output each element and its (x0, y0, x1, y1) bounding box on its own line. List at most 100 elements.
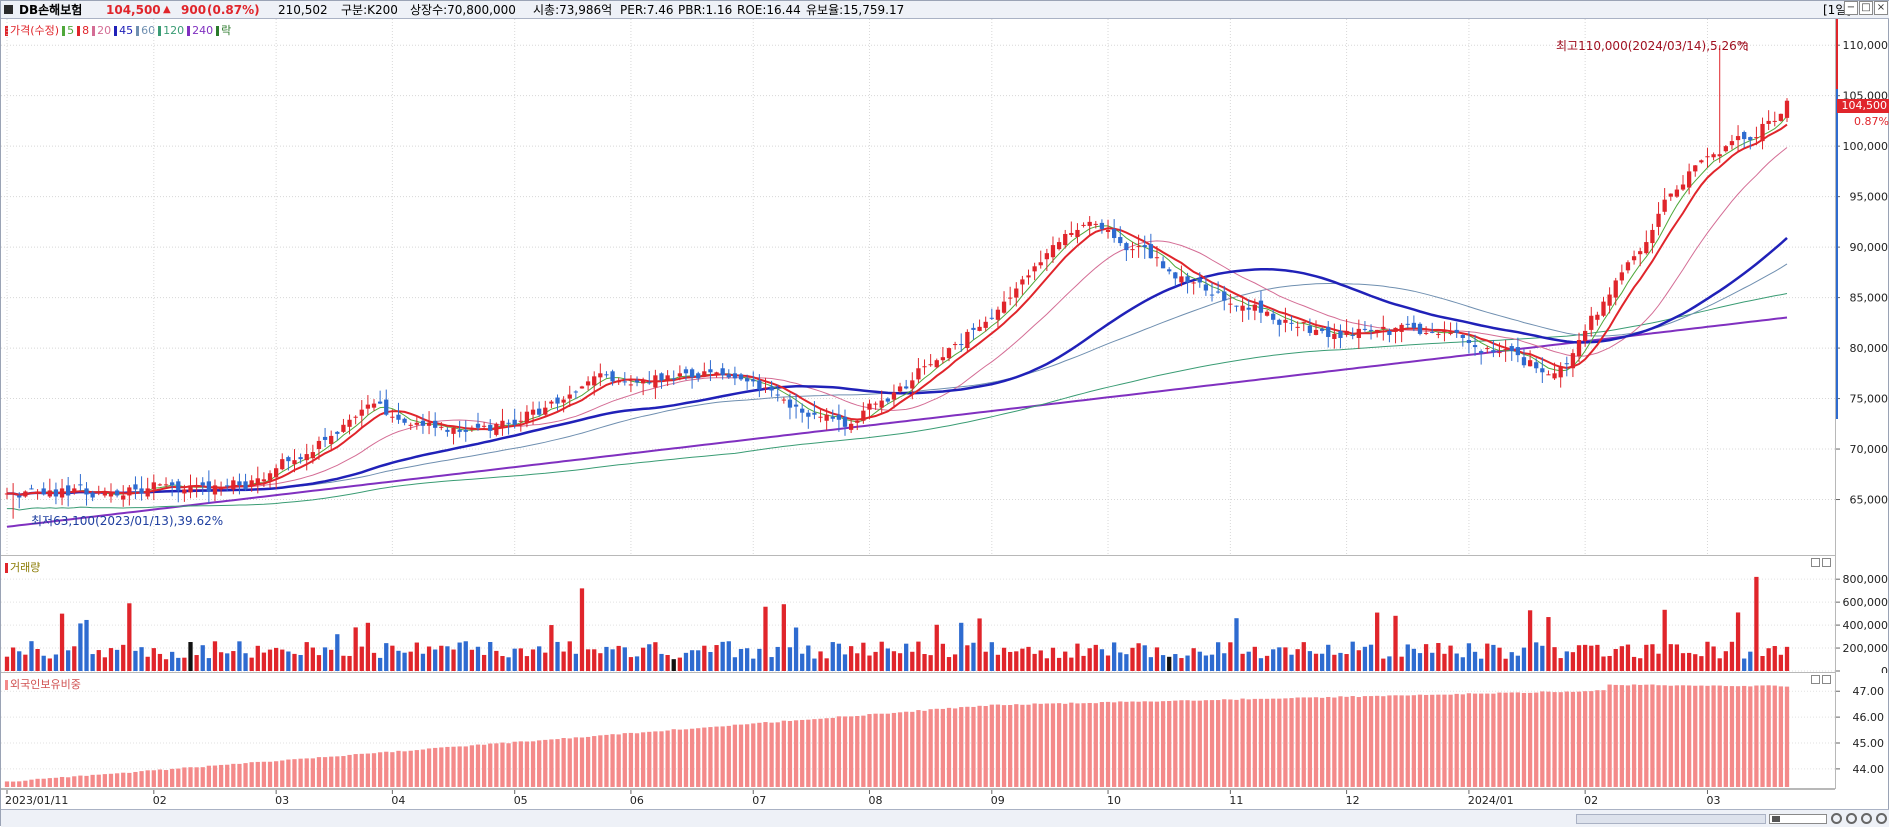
candle-body (1393, 327, 1398, 332)
zoom-out-icon[interactable] (1846, 813, 1857, 824)
stock-name[interactable]: DB손해보험 (19, 3, 83, 17)
volume-bar (812, 658, 817, 671)
zoom-slider-handle[interactable] (1772, 816, 1780, 822)
legend-item[interactable]: 락 (221, 24, 232, 37)
foreign-bar (1527, 692, 1533, 787)
volume-bar (1735, 612, 1741, 671)
legend-item[interactable]: 가격(수정) (10, 24, 60, 37)
pane-close-button[interactable] (1822, 675, 1831, 684)
volume-bar (10, 647, 16, 671)
legend-item[interactable]: 5 (67, 24, 75, 37)
volume-bar (1338, 652, 1343, 671)
volume-bar (151, 648, 156, 671)
foreign-bar (237, 763, 242, 787)
legend-item[interactable]: 45 (119, 24, 134, 37)
foreign-bar (604, 734, 609, 787)
zoom-in-icon[interactable] (1831, 813, 1842, 824)
candle-body (90, 492, 95, 498)
volume-bar (1607, 655, 1612, 671)
legend-marker (216, 26, 220, 36)
candle-body (1179, 276, 1184, 283)
pane-minimize-button[interactable] (1811, 558, 1820, 567)
candle-body (732, 373, 738, 379)
candle-body (1589, 315, 1594, 330)
close-button[interactable]: × (1874, 1, 1888, 15)
volume-chart[interactable] (1, 556, 1835, 673)
volume-bar (512, 648, 517, 671)
minimize-button[interactable]: − (1844, 1, 1858, 15)
candle-body (891, 392, 897, 400)
legend-item[interactable]: 120 (163, 24, 185, 37)
foreign-bar (671, 729, 676, 787)
foreign-bar (1515, 692, 1520, 787)
foreign-bar (1258, 698, 1264, 787)
foreign-bar (1301, 697, 1306, 787)
volume-bar (1240, 653, 1245, 671)
price-chart[interactable] (1, 19, 1835, 556)
candle-body (1387, 330, 1392, 335)
foreign-bar (867, 714, 872, 787)
zoom-fit-icon[interactable] (1876, 813, 1887, 824)
horizontal-scrollbar[interactable] (1576, 814, 1766, 824)
foreign-bar (163, 770, 169, 787)
candle-body (628, 384, 634, 386)
candle-body (965, 331, 970, 349)
candle-body (1583, 330, 1588, 342)
candle-body (1246, 307, 1251, 310)
foreign-bar (1735, 686, 1741, 787)
zoom-slider[interactable] (1769, 814, 1827, 824)
foreign-bar (702, 727, 707, 787)
pane-close-button[interactable] (1822, 558, 1831, 567)
pane-minimize-button[interactable] (1811, 675, 1820, 684)
volume-bar (1772, 646, 1777, 671)
foreign-ownership-chart[interactable] (1, 673, 1835, 789)
candle-body (151, 482, 156, 490)
price-pane[interactable]: 가격(수정) 5 8 20 45 60 120 240 락 최고110,000(2024/03/… (1, 19, 1835, 556)
legend-item[interactable]: 60 (141, 24, 156, 37)
legend-item[interactable]: 240 (192, 24, 214, 37)
foreign-bar (696, 728, 701, 787)
candle-body (1760, 123, 1765, 142)
volume-bar (1044, 658, 1050, 671)
candle-body (1173, 272, 1178, 279)
candle-body (365, 404, 371, 409)
candle-body (830, 416, 835, 419)
volume-bar (1619, 646, 1624, 671)
current-pct-tag: 0.87% (1854, 115, 1889, 128)
legend-item[interactable]: 8 (82, 24, 90, 37)
volume-bar (628, 657, 634, 671)
foreign-bar (1625, 685, 1631, 787)
candle-body (1087, 221, 1092, 226)
candle-body (1399, 324, 1404, 332)
foreign-bar (1136, 701, 1141, 787)
volume-bar (1430, 652, 1435, 671)
volume-bar (457, 642, 462, 671)
zoom-reset-icon[interactable] (1861, 813, 1872, 824)
foreign-bar (194, 767, 199, 787)
foreign-bar (1417, 694, 1423, 787)
foreign-bar (855, 716, 860, 787)
candle-body (1411, 322, 1417, 328)
foreign-bar (1344, 696, 1349, 787)
legend-marker (136, 26, 140, 36)
foreign-ownership-pane[interactable]: 외국인보유비중 (1, 673, 1835, 789)
foreign-bar (665, 730, 670, 787)
date-tick-label: 09 (991, 794, 1005, 807)
foreign-bar (1173, 700, 1178, 787)
candle-body (1650, 229, 1655, 244)
candle-body (653, 375, 658, 388)
maximize-button[interactable]: □ (1859, 1, 1873, 15)
foreign-bar (445, 746, 450, 787)
foreign-bar (475, 744, 481, 787)
volume-bar (1056, 657, 1062, 671)
volume-bar (451, 649, 456, 671)
foreign-bar (659, 731, 664, 787)
volume-bar (1356, 650, 1361, 671)
foreign-bar (555, 739, 560, 787)
ma120-line (7, 293, 1788, 511)
foreign-bar (1656, 685, 1661, 787)
legend-item[interactable]: 20 (97, 24, 112, 37)
volume-pane[interactable]: 거래량 (1, 556, 1835, 673)
foreign-bar (1778, 686, 1784, 787)
candle-body (255, 478, 260, 485)
